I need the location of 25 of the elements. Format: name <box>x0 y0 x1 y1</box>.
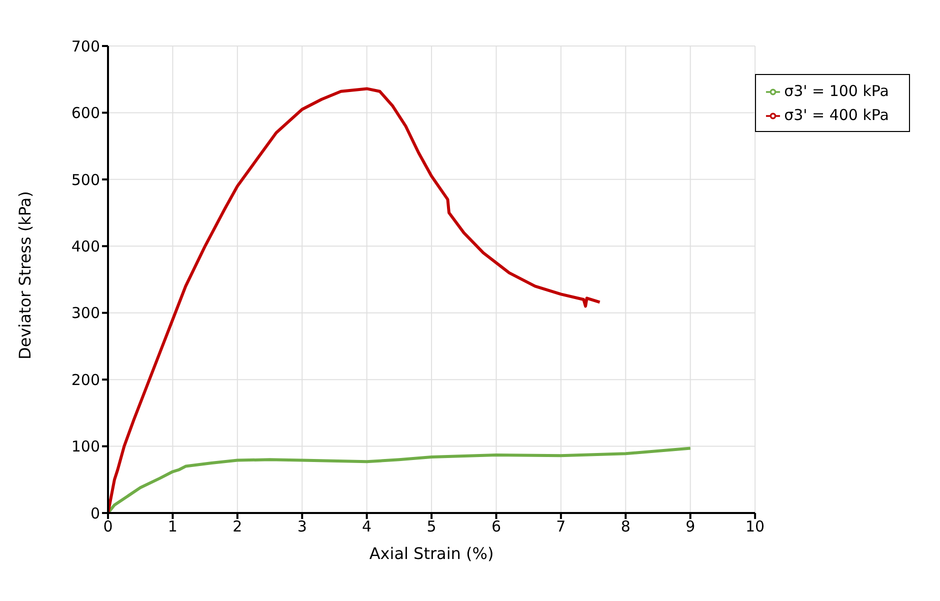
line-series <box>108 87 602 513</box>
x-tick-label: 9 <box>686 518 696 536</box>
y-tick-label: 300 <box>71 304 100 322</box>
x-tick-label: 4 <box>362 518 372 536</box>
y-tick-label: 100 <box>71 438 100 456</box>
y-tick-label: 400 <box>71 237 100 256</box>
x-tick-label: 6 <box>491 518 502 536</box>
y-tick-label: 0 <box>90 504 100 522</box>
x-tick-label: 3 <box>297 518 307 536</box>
x-tick-label: 2 <box>232 518 242 536</box>
y-tick-label: 600 <box>71 104 100 122</box>
x-tick-label: 10 <box>746 518 765 536</box>
x-tick-label: 8 <box>620 518 630 536</box>
legend-label: σ3' = 400 kPa <box>784 106 889 124</box>
y-tick-label: 500 <box>71 170 100 189</box>
y-axis-title: Deviator Stress (kPa) <box>16 191 35 360</box>
y-tick-label: 700 <box>71 37 100 56</box>
x-tick-label: 1 <box>168 518 178 536</box>
x-tick-label: 5 <box>426 518 436 536</box>
x-tick-label: 0 <box>103 518 113 536</box>
x-tick-label: 7 <box>556 518 566 536</box>
line-series <box>108 446 692 513</box>
x-axis-title: Axial Strain (%) <box>369 544 494 563</box>
y-tick-label: 200 <box>71 370 100 389</box>
legend-label: σ3' = 100 kPa <box>784 82 889 100</box>
